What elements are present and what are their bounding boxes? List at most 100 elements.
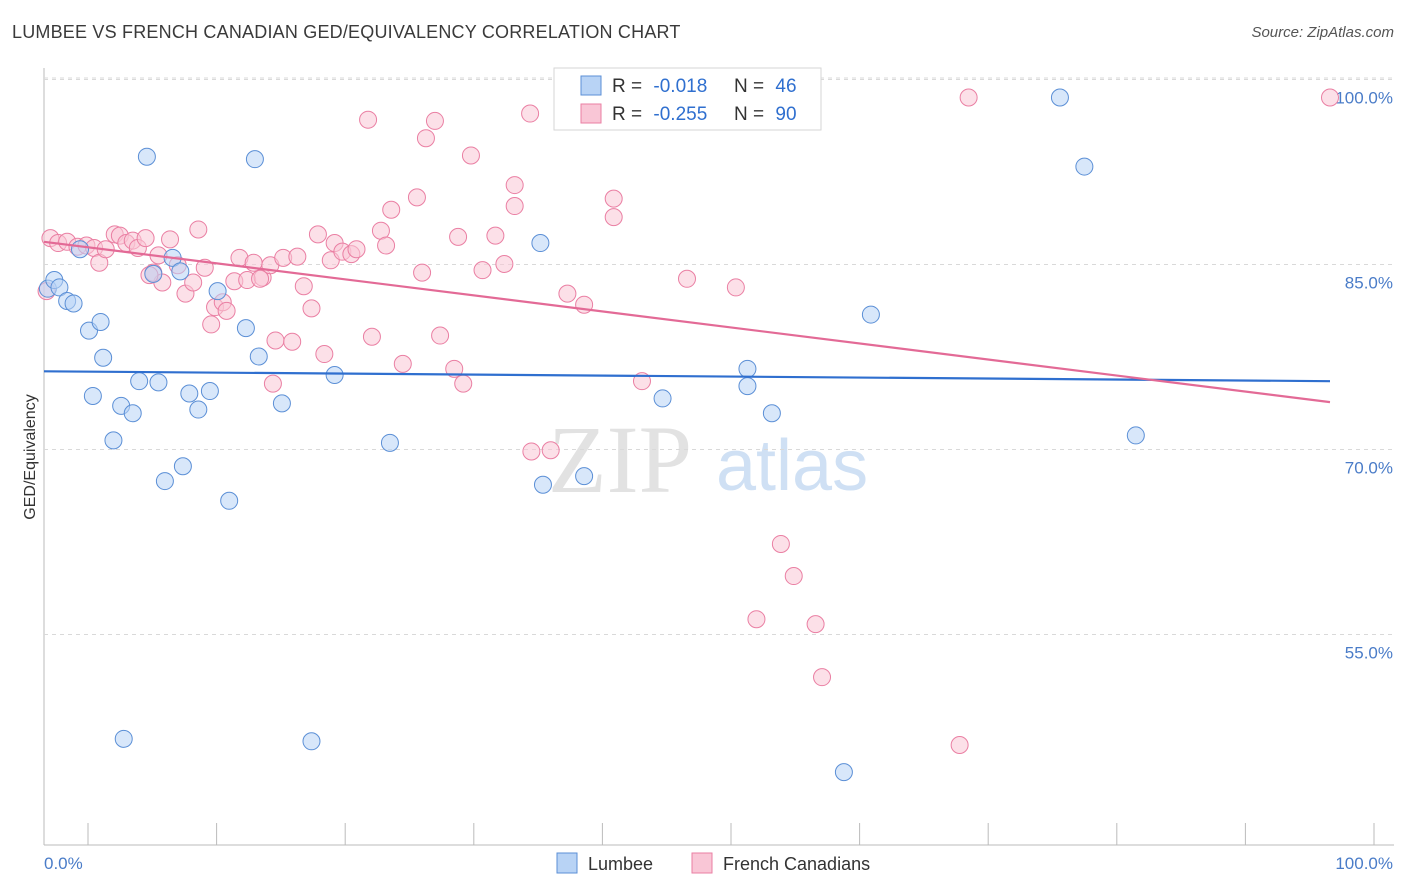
- trend-layer: [43, 240, 1331, 404]
- legend-n-label-french: N =: [734, 104, 764, 125]
- y-tick-label: 70.0%: [1345, 459, 1393, 478]
- lumbee-point: [208, 282, 227, 301]
- french-canadian-point: [784, 567, 803, 586]
- bottom-legend-swatch-lumbee: [556, 852, 578, 874]
- lumbee-point: [249, 347, 268, 366]
- lumbee-point: [380, 433, 399, 452]
- legend-n-value-french: 90: [775, 104, 796, 125]
- french-canadian-point: [377, 236, 396, 255]
- french-canadian-point: [813, 668, 832, 687]
- french-canadian-point: [217, 301, 236, 320]
- svg-text:N = 90: N = 90: [734, 104, 797, 125]
- lumbee-point: [861, 305, 880, 324]
- lumbee-point: [94, 348, 113, 367]
- legend-r-label-french: R =: [612, 104, 642, 125]
- lumbee-point: [575, 467, 594, 486]
- french-canadian-point: [604, 208, 623, 227]
- lumbee-point: [738, 359, 757, 378]
- chart-title: LUMBEE VS FRENCH CANADIAN GED/EQUIVALENC…: [12, 22, 681, 42]
- french-canadian-point: [521, 104, 540, 123]
- legend-r-value-french: -0.255: [653, 104, 707, 125]
- lumbee-point: [64, 294, 83, 313]
- lumbee-point: [104, 431, 123, 450]
- french-canadian-point: [678, 269, 696, 288]
- french-canadian-point: [454, 374, 473, 393]
- french-canadian-point: [726, 278, 745, 297]
- lumbee-point: [137, 147, 156, 166]
- french-canadian-point: [184, 273, 203, 292]
- french-canadian-point: [416, 129, 435, 148]
- lumbee-point: [272, 394, 291, 413]
- lumbee-point: [325, 366, 344, 384]
- legend-swatch-french-canadians: [580, 103, 602, 124]
- lumbee-point: [180, 384, 199, 403]
- french-canadian-point: [362, 327, 381, 346]
- french-canadian-point: [347, 240, 366, 259]
- legend-swatch-lumbee: [580, 75, 602, 96]
- french-canadian-trend-line: [43, 240, 1331, 404]
- french-canadian-point: [393, 354, 412, 373]
- lumbee-point: [83, 386, 102, 405]
- lumbee-point: [533, 475, 552, 494]
- french-canadian-point: [294, 277, 313, 296]
- lumbee-point: [1126, 426, 1145, 445]
- lumbee-point: [200, 382, 219, 401]
- french-canadian-point: [382, 200, 401, 219]
- x-tick-label-max: 100.0%: [1335, 854, 1393, 873]
- french-canadian-point: [251, 269, 270, 288]
- french-canadian-point: [604, 189, 623, 208]
- y-tick-label: 85.0%: [1345, 274, 1393, 293]
- french-canadian-point: [315, 345, 334, 364]
- legend-n-label-lumbee: N =: [734, 76, 764, 97]
- lumbee-point: [236, 319, 255, 338]
- lumbee-point: [71, 240, 90, 259]
- french-canadian-point: [495, 255, 514, 273]
- lumbee-point: [114, 729, 133, 748]
- y-tick-label: 100.0%: [1335, 89, 1393, 108]
- french-canadian-point: [461, 146, 480, 165]
- french-canadian-point: [136, 229, 155, 248]
- y-tick-label: 55.0%: [1345, 644, 1393, 663]
- french-canadian-point: [302, 299, 321, 318]
- french-canadian-point: [189, 220, 208, 239]
- lumbee-point: [50, 278, 69, 297]
- x-tick-label-min: 0.0%: [44, 854, 83, 873]
- french-canadian-point: [806, 615, 825, 634]
- lumbee-point: [220, 491, 239, 510]
- lumbee-point: [130, 372, 149, 391]
- french-canadian-point: [288, 247, 307, 266]
- lumbee-point: [123, 404, 142, 423]
- french-canadian-point: [266, 331, 285, 350]
- lumbee-point: [173, 457, 192, 476]
- legend-n-value-lumbee: 46: [775, 76, 796, 97]
- watermark-zip: ZIP: [548, 406, 692, 513]
- lumbee-point: [1075, 157, 1094, 176]
- french-canadian-point: [950, 736, 969, 754]
- lumbee-point: [245, 150, 264, 169]
- lumbee-point: [91, 312, 110, 331]
- french-canadian-point: [1321, 88, 1339, 107]
- legend-box: R = -0.018 N = 46 R = -0.255 N = 90: [553, 67, 822, 131]
- french-canadian-point: [541, 441, 560, 460]
- lumbee-point: [171, 262, 190, 281]
- svg-text:R = -0.018: R = -0.018: [612, 76, 707, 97]
- french-canadian-point: [505, 176, 524, 195]
- bottom-legend-label-french-canadians: French Canadians: [723, 854, 870, 874]
- svg-text:N = 46: N = 46: [734, 76, 797, 97]
- bottom-legend: Lumbee French Canadians: [556, 852, 870, 874]
- french-canadian-point: [431, 326, 450, 345]
- french-canadian-point: [445, 359, 464, 378]
- french-canadian-point: [308, 225, 327, 244]
- lumbee-point: [762, 404, 781, 423]
- lumbee-point: [302, 732, 321, 751]
- legend-r-label-lumbee: R =: [612, 76, 642, 97]
- lumbee-trend-line: [43, 370, 1331, 383]
- french-canadian-point: [473, 261, 492, 280]
- lumbee-point: [531, 234, 550, 253]
- french-canadian-point: [425, 111, 444, 130]
- french-canadian-point: [959, 88, 978, 107]
- french-canadian-point: [283, 332, 302, 351]
- french-canadian-point: [359, 110, 378, 129]
- lumbee-point: [189, 400, 208, 419]
